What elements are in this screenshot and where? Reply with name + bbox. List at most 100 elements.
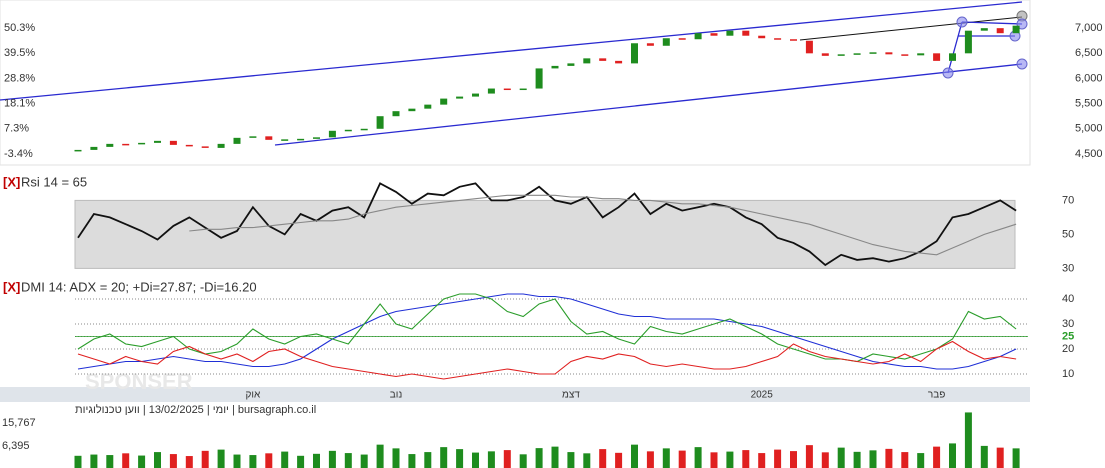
channel-lower [274, 63, 1023, 146]
candle [662, 38, 670, 46]
volume-bar [980, 445, 988, 468]
volume-bar [328, 450, 336, 468]
candle [249, 136, 257, 138]
candle [615, 60, 623, 64]
y-tick-label: 50.3% [4, 22, 35, 34]
y-tick-label: 5,500 [1075, 98, 1103, 110]
candle [472, 93, 479, 97]
candle [758, 35, 766, 39]
volume-bar [821, 452, 829, 468]
candle [694, 33, 702, 40]
candle [408, 108, 416, 112]
y-tick-label: 18.1% [4, 97, 35, 109]
candle [726, 30, 734, 36]
line-series [189, 194, 1017, 256]
volume-bar [933, 446, 941, 468]
volume-bar [949, 443, 956, 468]
volume-bar [313, 453, 320, 468]
volume-bar [869, 450, 877, 468]
volume-bar [281, 451, 289, 468]
candle [949, 53, 956, 61]
volume-bar [138, 455, 146, 468]
candle [964, 30, 972, 54]
close-button[interactable]: [X] [3, 174, 20, 189]
watermark: SPONSER [85, 369, 193, 394]
volume-bar [917, 453, 925, 468]
candle [853, 53, 861, 55]
volume-bar [376, 444, 384, 468]
panel-title: Rsi 14 = 65 [21, 174, 87, 189]
close-button[interactable]: [X] [3, 279, 20, 294]
handle[interactable] [942, 67, 954, 79]
volume-bar [106, 455, 114, 468]
y-tick-label: 6,000 [1075, 72, 1103, 84]
candle [980, 28, 988, 31]
candle [535, 68, 543, 89]
volume-bar [710, 452, 718, 468]
volume-bar [790, 451, 797, 468]
volume-bar [853, 451, 861, 468]
candle [503, 88, 511, 91]
candle [265, 136, 273, 140]
volume-bar [996, 447, 1004, 468]
candle [360, 128, 368, 131]
price-panel [0, 0, 1031, 166]
volume-bar [201, 450, 209, 468]
candle [344, 129, 352, 132]
candle [233, 137, 241, 144]
candle [790, 39, 797, 41]
volume-bar [440, 447, 448, 468]
candle [901, 54, 909, 56]
y-tick-label: 5,000 [1075, 123, 1103, 135]
channel-upper [0, 1, 1023, 101]
volume-bar [487, 451, 495, 468]
volume-bar [837, 447, 845, 468]
candle [869, 52, 877, 54]
volume-bar [726, 451, 734, 468]
candle [917, 53, 925, 56]
handle[interactable] [956, 16, 968, 28]
candle [456, 96, 464, 99]
candle [774, 38, 782, 40]
candle [154, 140, 161, 143]
candle [1012, 25, 1020, 34]
volume-bar [344, 453, 352, 468]
volume-bar [456, 449, 464, 468]
volume-bar [1012, 448, 1020, 468]
candle [567, 63, 575, 66]
candle [122, 143, 130, 146]
volume-bar [631, 444, 638, 468]
line-series [77, 182, 1017, 267]
candle [90, 146, 98, 150]
volume-bar [567, 452, 575, 468]
y-tick-label: 30 [1062, 262, 1074, 274]
line-series [77, 340, 1017, 380]
volume-bar [535, 448, 543, 468]
volume-bar [472, 452, 479, 468]
volume-bar [599, 449, 607, 468]
y-tick-label: 15,767 [2, 417, 36, 429]
handle[interactable] [1016, 58, 1028, 70]
volume-bar [742, 450, 750, 468]
candle [440, 98, 448, 105]
volume-bar [805, 445, 813, 468]
volume-bar [360, 454, 368, 468]
candle [106, 143, 114, 147]
volume-bar [265, 453, 273, 468]
volume-bar [646, 451, 654, 468]
volume-bar [615, 452, 623, 468]
y-tick-label: 7,000 [1075, 22, 1103, 34]
volume-bar [185, 456, 193, 468]
volume-bar [74, 455, 82, 468]
y-tick-label: 39.5% [4, 47, 35, 59]
candle [885, 52, 893, 55]
candle [646, 43, 654, 46]
candle [519, 88, 527, 91]
candle [328, 130, 336, 138]
volume-bar [964, 412, 972, 468]
candle [583, 58, 591, 64]
volume-bar [154, 452, 161, 468]
volume-bar [169, 454, 177, 468]
volume-bar [885, 448, 893, 468]
